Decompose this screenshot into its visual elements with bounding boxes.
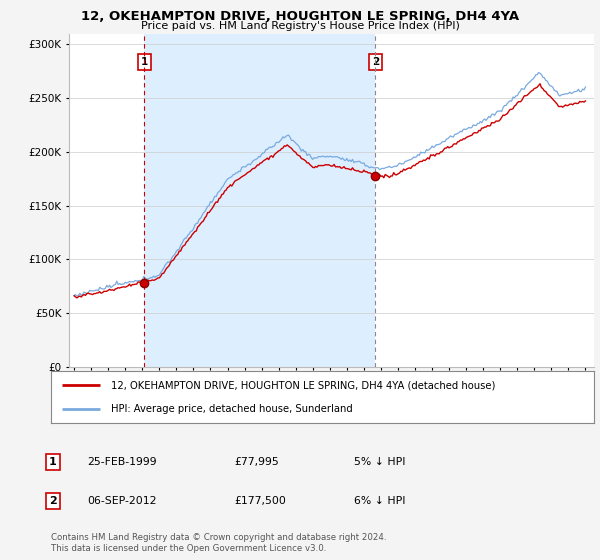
Text: £177,500: £177,500	[234, 496, 286, 506]
Text: £77,995: £77,995	[234, 457, 279, 467]
Text: HPI: Average price, detached house, Sunderland: HPI: Average price, detached house, Sund…	[111, 404, 352, 414]
Text: 2: 2	[49, 496, 56, 506]
Text: 12, OKEHAMPTON DRIVE, HOUGHTON LE SPRING, DH4 4YA (detached house): 12, OKEHAMPTON DRIVE, HOUGHTON LE SPRING…	[111, 380, 495, 390]
Text: 6% ↓ HPI: 6% ↓ HPI	[354, 496, 406, 506]
Text: 2: 2	[371, 57, 379, 67]
Text: 1: 1	[141, 57, 148, 67]
Text: 25-FEB-1999: 25-FEB-1999	[87, 457, 157, 467]
Text: 1: 1	[49, 457, 56, 467]
Text: 5% ↓ HPI: 5% ↓ HPI	[354, 457, 406, 467]
Text: Price paid vs. HM Land Registry's House Price Index (HPI): Price paid vs. HM Land Registry's House …	[140, 21, 460, 31]
Text: 12, OKEHAMPTON DRIVE, HOUGHTON LE SPRING, DH4 4YA: 12, OKEHAMPTON DRIVE, HOUGHTON LE SPRING…	[81, 10, 519, 23]
Text: Contains HM Land Registry data © Crown copyright and database right 2024.
This d: Contains HM Land Registry data © Crown c…	[51, 533, 386, 553]
Text: 06-SEP-2012: 06-SEP-2012	[87, 496, 157, 506]
Bar	[145, 34, 376, 367]
